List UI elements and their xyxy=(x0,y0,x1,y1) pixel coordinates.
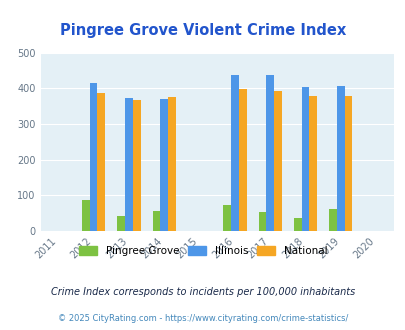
Bar xyxy=(125,98,132,231)
Bar xyxy=(223,205,230,231)
Bar xyxy=(90,83,97,231)
Bar xyxy=(132,100,140,231)
Text: Pingree Grove Violent Crime Index: Pingree Grove Violent Crime Index xyxy=(60,23,345,38)
Bar xyxy=(97,93,105,231)
Legend: Pingree Grove, Illinois, National: Pingree Grove, Illinois, National xyxy=(75,242,330,260)
Bar xyxy=(301,87,309,231)
Bar xyxy=(117,216,125,231)
Bar xyxy=(168,97,175,231)
Text: © 2025 CityRating.com - https://www.cityrating.com/crime-statistics/: © 2025 CityRating.com - https://www.city… xyxy=(58,314,347,323)
Bar xyxy=(230,75,238,231)
Bar xyxy=(336,85,344,231)
Bar xyxy=(82,200,90,231)
Bar xyxy=(160,99,168,231)
Bar xyxy=(344,96,352,231)
Bar xyxy=(152,212,160,231)
Bar xyxy=(293,218,301,231)
Text: Crime Index corresponds to incidents per 100,000 inhabitants: Crime Index corresponds to incidents per… xyxy=(51,287,354,297)
Bar xyxy=(309,96,316,231)
Bar xyxy=(258,213,266,231)
Bar xyxy=(266,75,273,231)
Bar xyxy=(328,209,336,231)
Bar xyxy=(273,90,281,231)
Bar xyxy=(238,89,246,231)
